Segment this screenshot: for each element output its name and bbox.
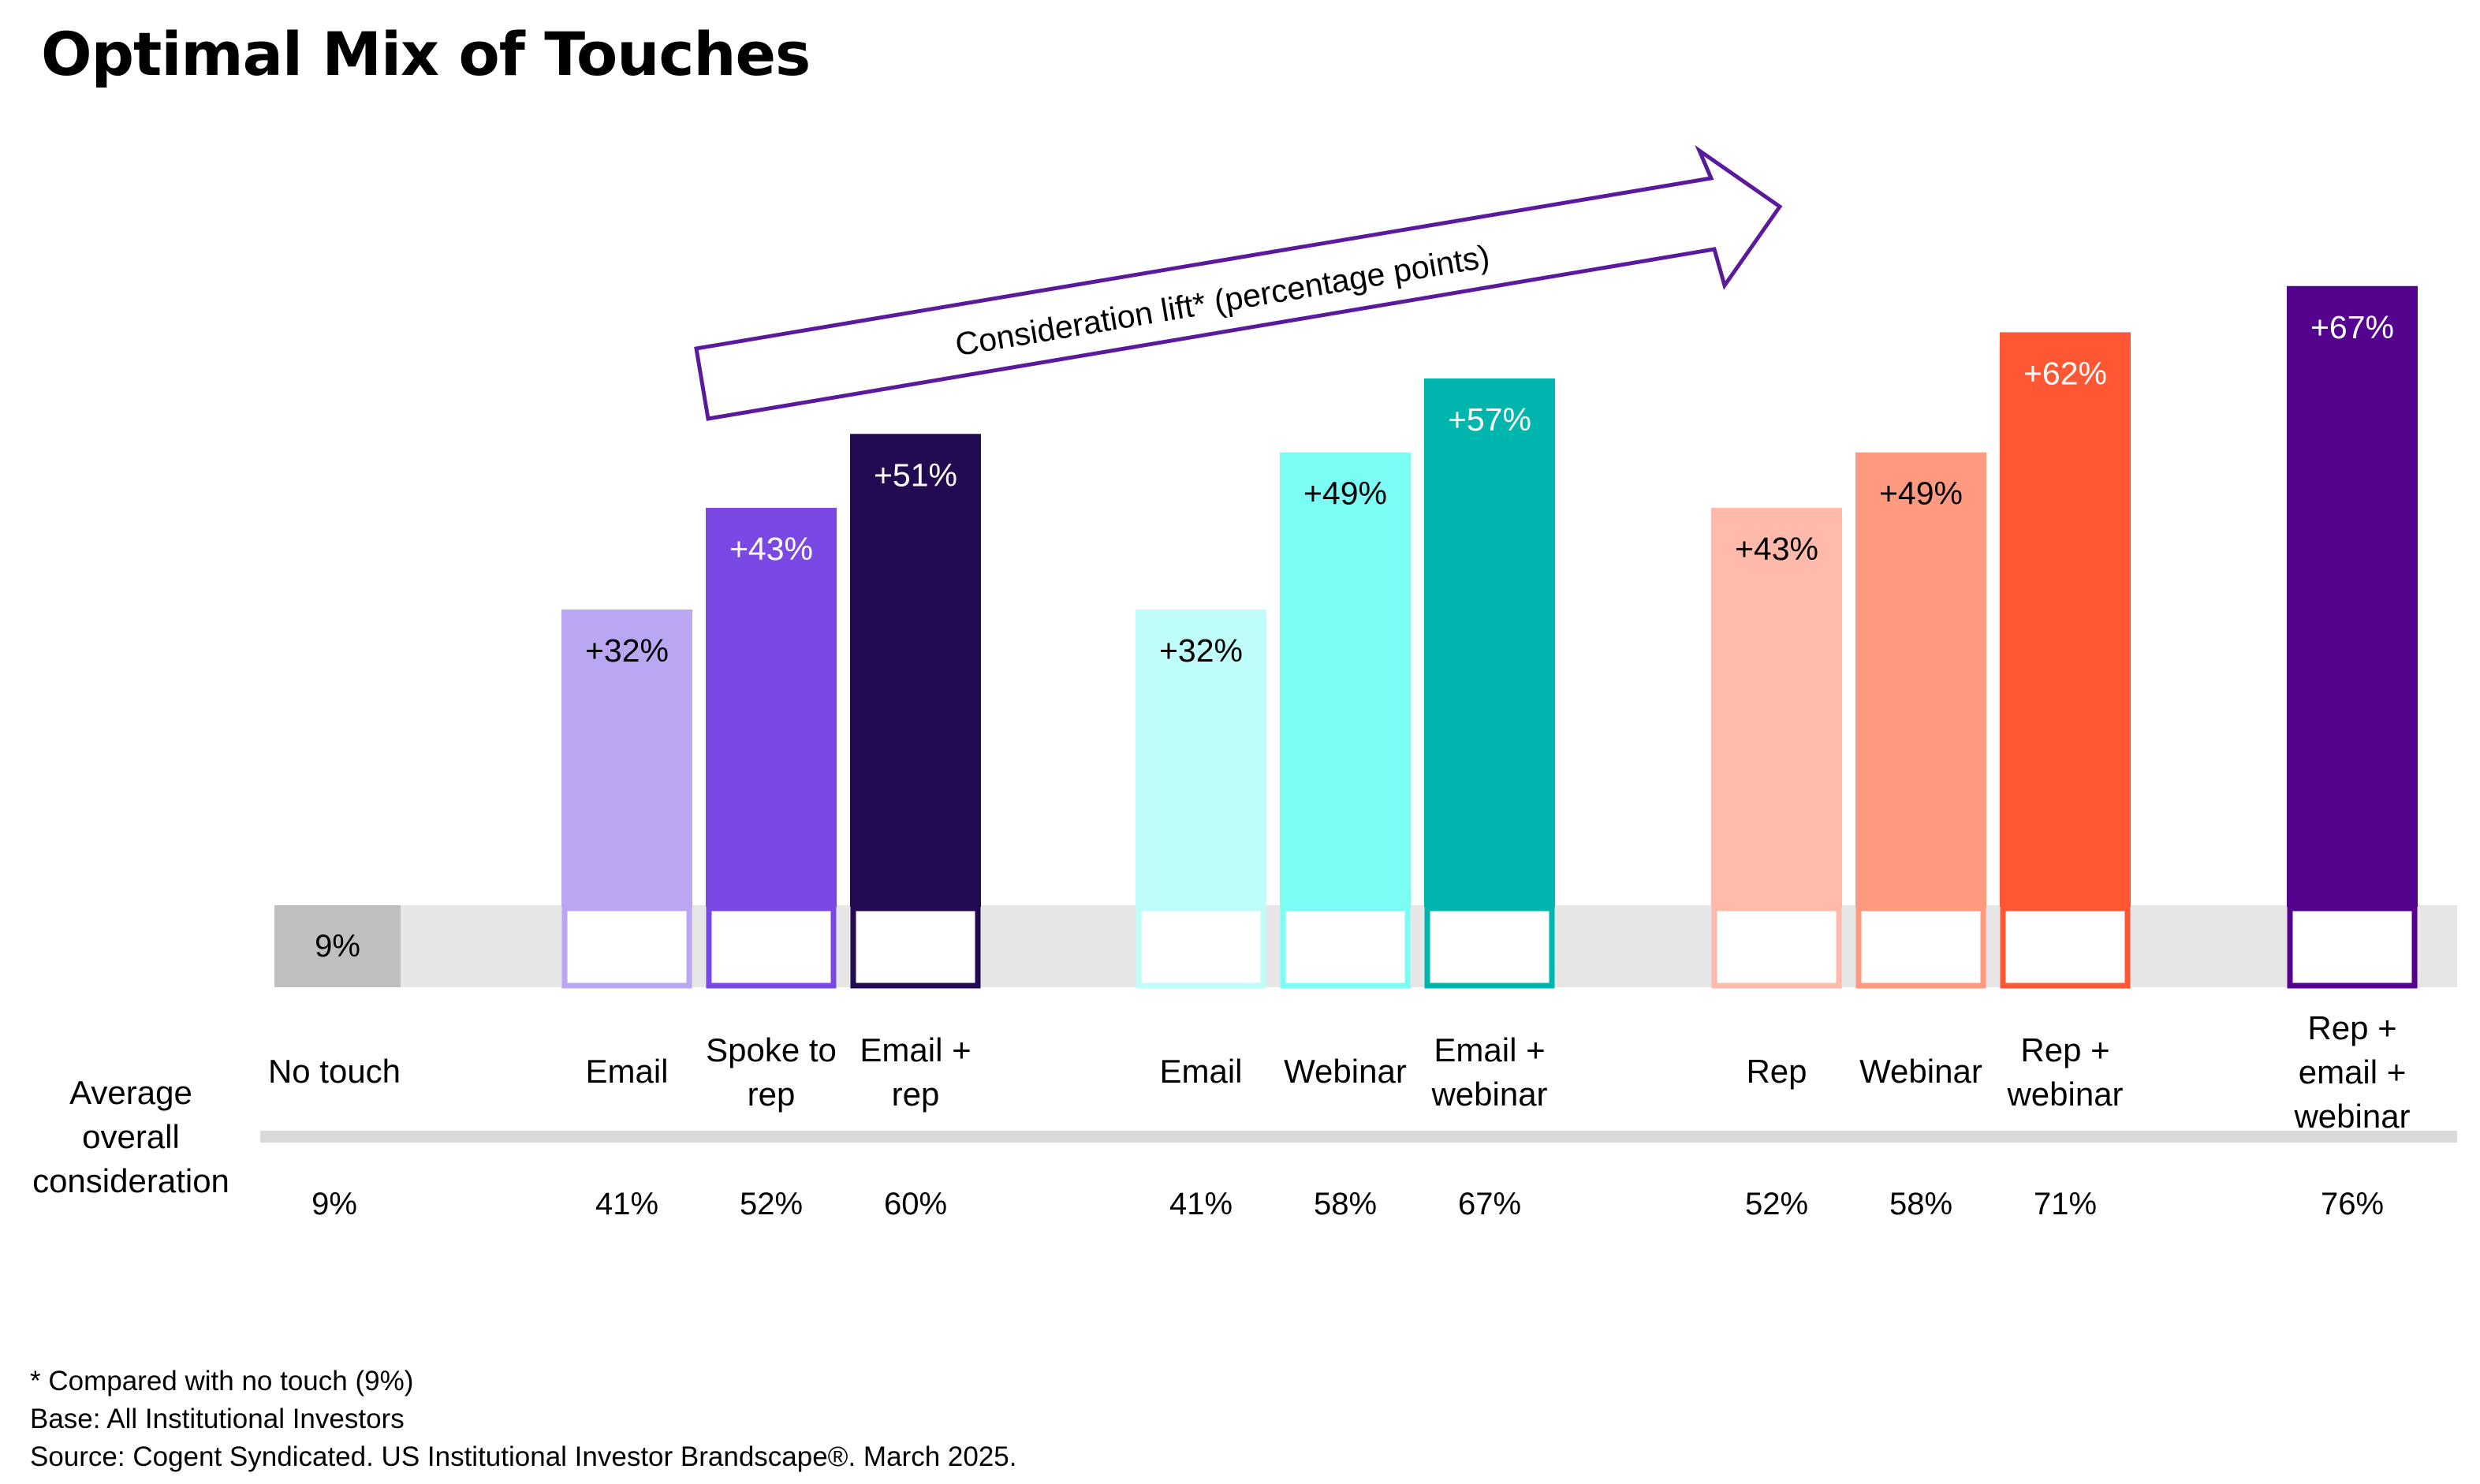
- lift-arrow: Consideration lift* (percentage points): [694, 144, 1783, 421]
- bar-g2-webinar-lift-label: +49%: [1303, 475, 1387, 512]
- bar-g2-email-webinar-consideration: 67%: [1458, 1187, 1521, 1221]
- bar-g3-webinar: [1855, 452, 1986, 907]
- bar-g1-email-rep-lift-label: +51%: [874, 457, 957, 493]
- bar-g2-email-category-label: Email: [1159, 1053, 1242, 1090]
- bar-g3-webinar-lift-label: +49%: [1879, 475, 1963, 512]
- baseline-category-label: No touch: [268, 1053, 401, 1090]
- bar-g2-webinar-category-label: Webinar: [1284, 1053, 1407, 1090]
- bar-g1-spoke-to-rep-base-box: [706, 905, 837, 989]
- bar-g2-webinar: [1280, 452, 1411, 907]
- bar-g3-webinar-category-label: Webinar: [1859, 1053, 1982, 1090]
- bar-g4-rep-email-webinar: [2287, 285, 2418, 907]
- bar-g2-webinar-base-box: [1280, 905, 1411, 989]
- bar-g1-email-rep: [850, 434, 981, 907]
- bar-g1-email-lift-label: +32%: [585, 632, 669, 669]
- bar-g3-rep-webinar-base-box: [2000, 905, 2131, 989]
- bar-g3-webinar-consideration: 58%: [1889, 1187, 1952, 1221]
- footnote-compared: * Compared with no touch (9%): [30, 1366, 414, 1396]
- bar-g1-email: [561, 609, 692, 907]
- baseline-box: [274, 905, 401, 987]
- baseline-consideration: 9%: [311, 1187, 357, 1221]
- bar-g3-rep-base-box: [1711, 905, 1842, 989]
- bar-g3-rep: [1711, 508, 1842, 907]
- bar-g4-rep-email-webinar-lift-label: +67%: [2310, 309, 2394, 345]
- page-title: Optimal Mix of Touches: [41, 19, 811, 89]
- bar-g2-email-lift-label: +32%: [1159, 632, 1243, 669]
- row-label-text: Average overall consideration: [32, 1074, 229, 1199]
- bar-g1-email-category-label: Email: [585, 1053, 668, 1090]
- divider-line: [260, 1131, 2457, 1143]
- bar-g2-email-webinar-base-box: [1424, 905, 1555, 989]
- bar-g1-email-consideration: 41%: [595, 1187, 658, 1221]
- bar-g3-rep-lift-label: +43%: [1735, 531, 1818, 567]
- row-label: Average overall consideration: [32, 1074, 229, 1199]
- bar-g2-email: [1136, 609, 1266, 907]
- bars-layer: +32% Email 41% +43% Spoke to rep 52% +51% Email …: [561, 285, 2418, 1221]
- bar-g2-email-webinar-lift-label: +57%: [1448, 401, 1531, 438]
- bar-g1-email-rep-consideration: 60%: [884, 1187, 947, 1221]
- bar-g3-rep-category-label: Rep: [1746, 1053, 1807, 1090]
- bar-g2-email-webinar-category-label: Email + webinar: [1430, 1031, 1547, 1113]
- bar-g4-rep-email-webinar-base-box: [2287, 905, 2418, 989]
- bar-g4-rep-email-webinar-category-label: Rep + email + webinar: [2293, 1009, 2410, 1135]
- footnotes: * Compared with no touch (9%) Base: All …: [30, 1363, 1016, 1476]
- footnote-base: Base: All Institutional Investors: [30, 1404, 405, 1434]
- bar-g3-rep-webinar: [2000, 332, 2131, 907]
- bar-g2-email-webinar: [1424, 378, 1555, 908]
- bar-g1-email-rep-base-box: [850, 905, 981, 989]
- baseline-value-label: 9%: [315, 929, 360, 964]
- bar-g3-rep-consideration: 52%: [1745, 1187, 1808, 1221]
- bar-g3-rep-webinar-lift-label: +62%: [2023, 355, 2107, 391]
- bar-g4-rep-email-webinar-consideration: 76%: [2321, 1187, 2384, 1221]
- bar-g3-rep-webinar-consideration: 71%: [2034, 1187, 2097, 1221]
- bar-g1-spoke-to-rep-consideration: 52%: [740, 1187, 803, 1221]
- bar-g3-rep-webinar-category-label: Rep + webinar: [2006, 1031, 2123, 1113]
- bar-g1-spoke-to-rep-lift-label: +43%: [729, 531, 813, 567]
- bar-g1-email-base-box: [561, 905, 692, 989]
- bar-g1-spoke-to-rep: [706, 508, 837, 907]
- bar-g1-email-rep-category-label: Email + rep: [860, 1031, 971, 1113]
- bar-g2-email-base-box: [1136, 905, 1266, 989]
- footnote-source: Source: Cogent Syndicated. US Institutio…: [30, 1441, 1017, 1472]
- bar-g2-webinar-consideration: 58%: [1314, 1187, 1377, 1221]
- lift-arrow-shape: [694, 144, 1783, 421]
- bar-g2-email-consideration: 41%: [1169, 1187, 1233, 1221]
- bar-g3-webinar-base-box: [1855, 905, 1986, 989]
- bar-g1-spoke-to-rep-category-label: Spoke to rep: [706, 1031, 837, 1113]
